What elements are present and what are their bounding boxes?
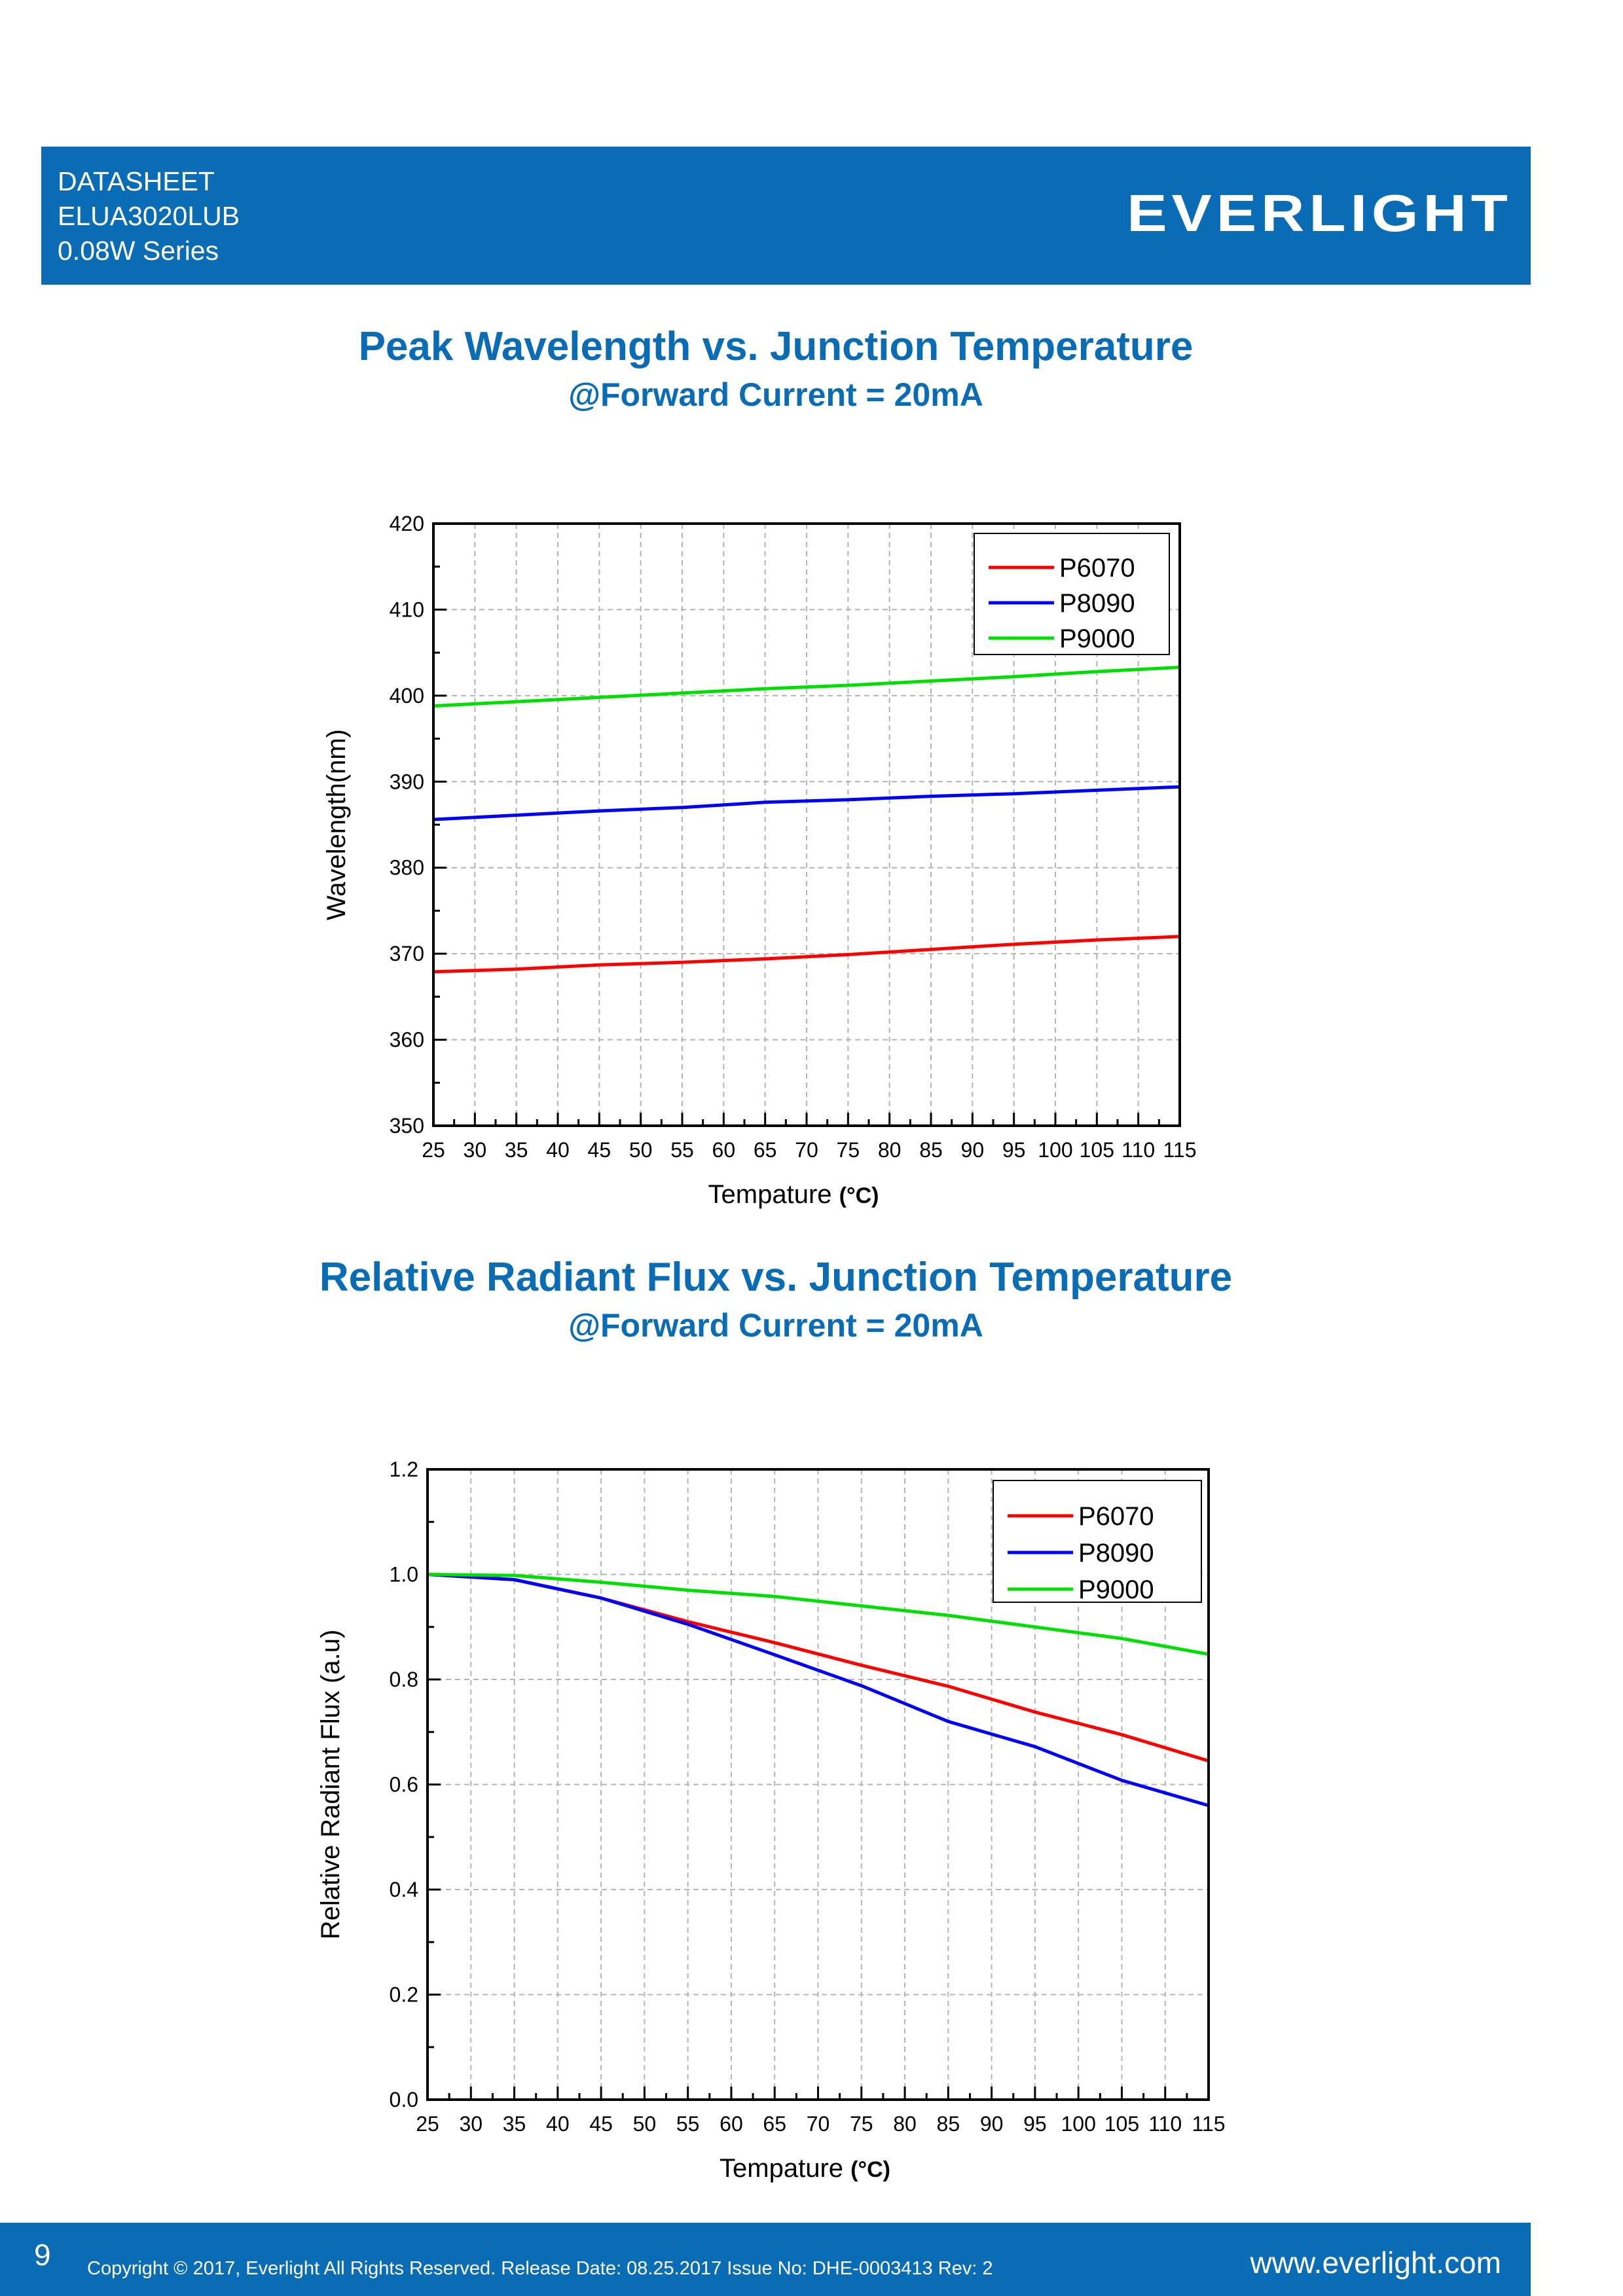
y-tick-label: 390 — [390, 770, 424, 793]
legend-label-p8090: P8090 — [1078, 1539, 1154, 1568]
x-tick-label: 40 — [546, 2112, 570, 2136]
x-tick-label: 90 — [980, 2112, 1004, 2136]
y-tick-label: 380 — [390, 856, 424, 880]
x-tick-label: 100 — [1061, 2112, 1095, 2136]
x-tick-label: 65 — [763, 2112, 786, 2136]
x-tick-label: 110 — [1122, 1138, 1155, 1162]
y-tick-label: 0.0 — [390, 2088, 418, 2111]
x-tick-label: 100 — [1038, 1138, 1072, 1162]
x-axis-label: Tempature (°C) — [720, 2154, 890, 2183]
x-tick-label: 50 — [629, 1138, 653, 1162]
y-tick-label: 1.2 — [390, 1458, 418, 1481]
header-doc-type: DATASHEET — [58, 166, 215, 196]
page-number: 9 — [34, 2238, 51, 2272]
x-tick-label: 55 — [676, 2112, 700, 2136]
series-line-p9000 — [433, 666, 1180, 708]
x-tick-label: 30 — [464, 1138, 487, 1162]
y-tick-label: 0.4 — [390, 1878, 418, 1901]
y-tick-label: 420 — [390, 512, 424, 535]
page-footer: 9 Copyright © 2017, Everlight All Rights… — [0, 2223, 1531, 2296]
header-series: 0.08W Series — [58, 236, 219, 266]
chart2-subtitle: @Forward Current = 20mA — [568, 1307, 983, 1344]
x-tick-label: 95 — [1023, 2112, 1047, 2136]
chart2-heading: Relative Radiant Flux vs. Junction Tempe… — [0, 1251, 1552, 1347]
copyright-notice: Copyright © 2017, Everlight All Rights R… — [87, 2258, 993, 2279]
chart2-title: Relative Radiant Flux vs. Junction Tempe… — [319, 1255, 1233, 1300]
x-tick-label: 25 — [416, 2112, 439, 2136]
x-tick-label: 75 — [837, 1138, 860, 1162]
website-link[interactable]: www.everlight.com — [1250, 2246, 1501, 2280]
y-tick-label: 400 — [390, 684, 424, 708]
legend-label-p9000: P9000 — [1078, 1575, 1154, 1604]
legend-label-p6070: P6070 — [1059, 554, 1135, 583]
wavelength-chart: 25 30 35 40 45 50 55 60 65 70 75 80 85 90 95 100 105 110 1… — [322, 512, 1197, 1209]
x-tick-label: 90 — [961, 1138, 985, 1162]
legend-label-p8090: P8090 — [1059, 589, 1135, 618]
x-tick-label: 115 — [1192, 2112, 1225, 2136]
y-tick-label: 1.0 — [390, 1563, 418, 1587]
radiant-flux-chart: 25 30 35 40 45 50 55 60 65 70 75 80 85 90 95 100 105 110 1… — [316, 1458, 1226, 2183]
y-tick-label: 0.2 — [390, 1983, 418, 2007]
series-line-p9000 — [427, 1573, 1209, 1656]
y-tick-label: 0.8 — [390, 1668, 418, 1691]
x-tick-label: 60 — [712, 1138, 736, 1162]
series-line-p8090 — [433, 785, 1180, 821]
y-tick-label: 360 — [390, 1028, 424, 1052]
header-doc-info: DATASHEET ELUA3020LUB 0.08W Series — [58, 164, 240, 268]
x-tick-label: 55 — [670, 1138, 694, 1162]
x-tick-label: 35 — [505, 1138, 528, 1162]
x-tick-label: 80 — [878, 1138, 902, 1162]
page-header: DATASHEET ELUA3020LUB 0.08W Series EVERL… — [41, 147, 1531, 285]
series-line-p6070 — [433, 935, 1180, 974]
chart1-heading: Peak Wavelength vs. Junction Temperature… — [0, 321, 1552, 416]
legend-label-p6070: P6070 — [1078, 1502, 1154, 1531]
x-tick-label: 40 — [546, 1138, 570, 1162]
y-tick-label: 350 — [390, 1114, 424, 1138]
x-tick-label: 85 — [919, 1138, 943, 1162]
x-tick-label: 80 — [893, 2112, 917, 2136]
legend-box — [993, 1480, 1202, 1603]
x-tick-label: 25 — [422, 1138, 445, 1162]
x-tick-label: 35 — [503, 2112, 526, 2136]
x-tick-label: 75 — [850, 2112, 873, 2136]
x-tick-label: 60 — [720, 2112, 743, 2136]
x-tick-label: 65 — [754, 1138, 777, 1162]
everlight-logo: EVERLIGHT — [1127, 184, 1512, 242]
y-tick-label: 410 — [390, 598, 424, 621]
x-tick-label: 45 — [588, 1138, 611, 1162]
x-axis-label: Tempature (°C) — [708, 1180, 879, 1209]
plot-frame — [426, 1468, 1210, 2101]
chart1-title: Peak Wavelength vs. Junction Temperature — [358, 324, 1194, 369]
legend-box — [974, 533, 1170, 655]
x-tick-label: 110 — [1148, 2112, 1182, 2136]
plot-frame — [432, 522, 1181, 1127]
x-tick-label: 30 — [459, 2112, 483, 2136]
x-tick-label: 50 — [633, 2112, 657, 2136]
legend-label-p9000: P9000 — [1059, 624, 1135, 653]
x-tick-label: 45 — [589, 2112, 613, 2136]
x-tick-label: 70 — [795, 1138, 818, 1162]
chart1-subtitle: @Forward Current = 20mA — [568, 376, 983, 413]
y-tick-label: 0.6 — [390, 1773, 418, 1797]
x-tick-label: 70 — [807, 2112, 830, 2136]
y-tick-label: 370 — [390, 942, 424, 965]
x-tick-label: 115 — [1163, 1138, 1196, 1162]
y-axis-label: Wavelength(nm) — [322, 729, 351, 920]
x-tick-label: 105 — [1080, 1138, 1114, 1162]
x-tick-label: 95 — [1002, 1138, 1026, 1162]
y-axis-label: Relative Radiant Flux (a.u) — [316, 1630, 345, 1940]
header-part-number: ELUA3020LUB — [58, 201, 240, 231]
x-tick-label: 105 — [1104, 2112, 1139, 2136]
series-line-p8090 — [427, 1573, 1209, 1808]
x-tick-label: 85 — [937, 2112, 960, 2136]
